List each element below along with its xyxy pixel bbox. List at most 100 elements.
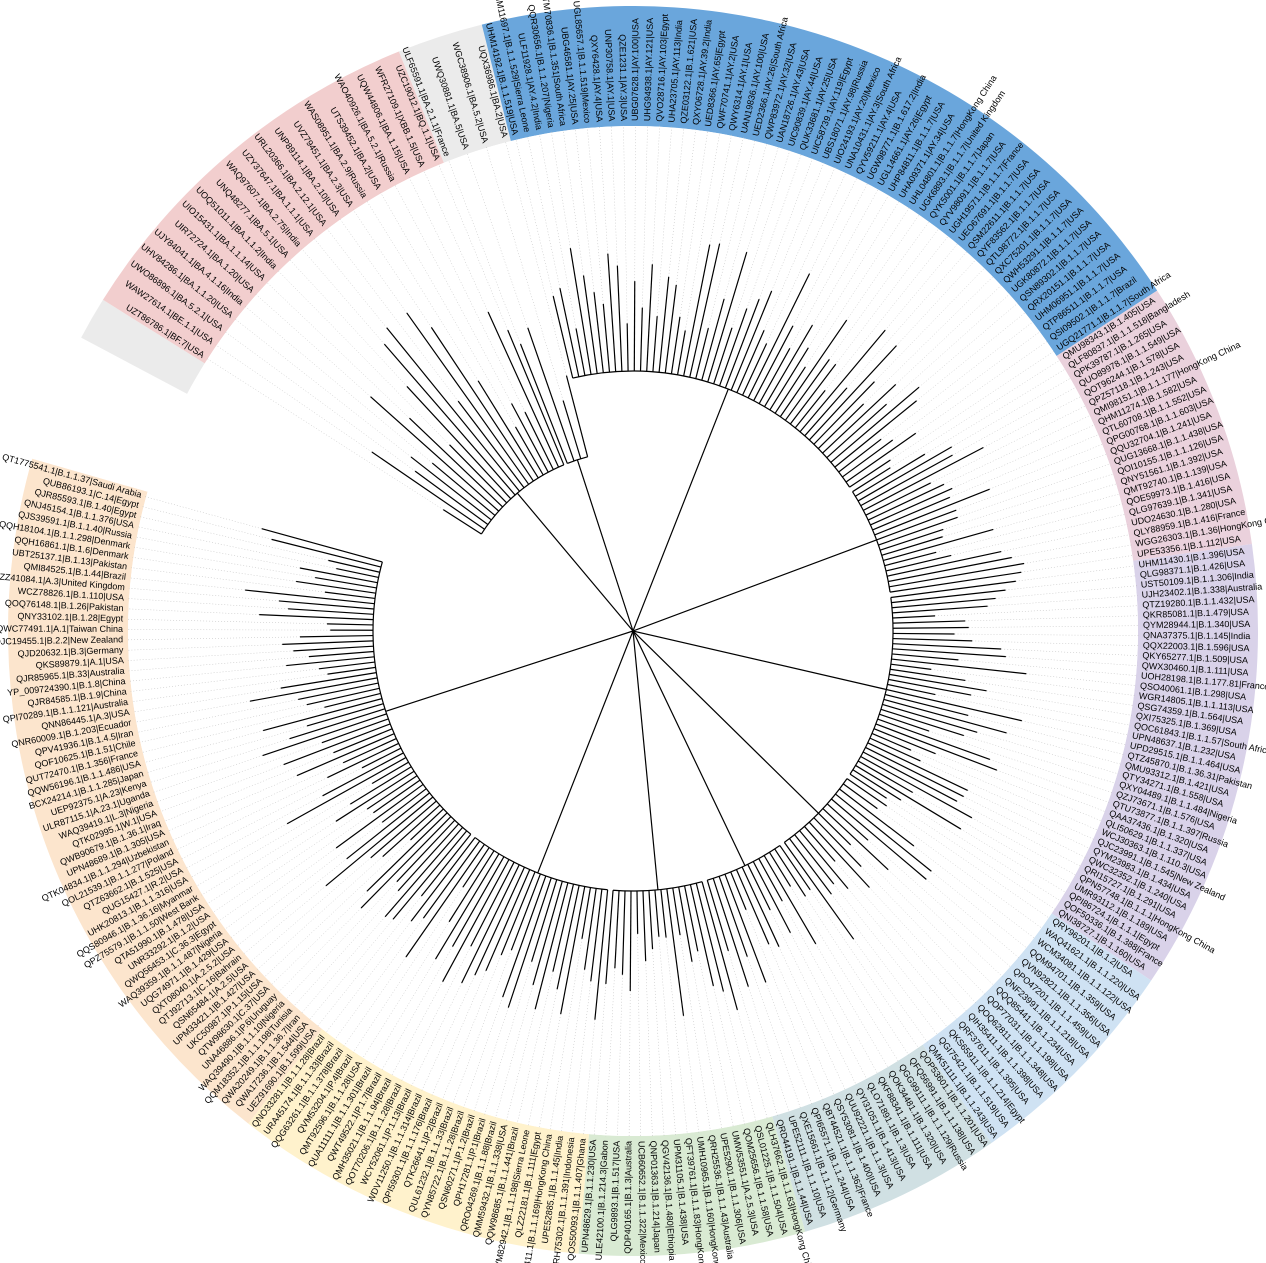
tip-branch bbox=[507, 329, 565, 466]
tip-branch bbox=[342, 738, 397, 764]
tip-branch bbox=[890, 580, 1016, 599]
leaf-guide-line bbox=[352, 887, 464, 1053]
tip-branch bbox=[794, 834, 835, 885]
tip-branch bbox=[371, 451, 485, 530]
tip-branch bbox=[883, 698, 1007, 734]
leaf-guide-line bbox=[968, 625, 1139, 628]
leaf-label: QDP40165.1|B.1.3|Australia bbox=[623, 1141, 634, 1254]
tip-branch bbox=[839, 788, 915, 847]
leaf-guide-line bbox=[466, 152, 529, 328]
tip-branch bbox=[664, 284, 677, 374]
tip-branch bbox=[842, 439, 894, 478]
tip-branch bbox=[753, 325, 794, 401]
tip-branch bbox=[713, 327, 733, 385]
tip-branch bbox=[386, 327, 520, 492]
tip-branch bbox=[789, 838, 832, 895]
leaf-guide-line bbox=[746, 146, 779, 253]
leaf-guide-line bbox=[745, 909, 824, 1100]
leaf-guide-line bbox=[127, 644, 283, 651]
leaf-guide-line bbox=[301, 248, 385, 345]
tip-branch bbox=[860, 755, 973, 819]
tip-branch bbox=[891, 658, 1027, 675]
clade-stem-pink bbox=[516, 492, 634, 632]
leaf-guide-line bbox=[768, 944, 835, 1096]
leaf-guide-line bbox=[758, 157, 814, 300]
tip-branch bbox=[648, 890, 654, 950]
tip-branch bbox=[605, 890, 614, 984]
tip-branch bbox=[888, 556, 1012, 583]
tip-branch bbox=[742, 343, 768, 396]
leaf-guide-line bbox=[127, 650, 294, 661]
tip-branch bbox=[262, 698, 383, 732]
leaf-guide-line bbox=[935, 605, 1139, 617]
tip-branch bbox=[830, 386, 920, 463]
leaf-guide-line bbox=[1001, 524, 1128, 552]
leaf-guide-line bbox=[271, 891, 368, 986]
tip-branch bbox=[784, 359, 830, 421]
tip-branch bbox=[370, 396, 500, 512]
leaf-guide-line bbox=[737, 1009, 768, 1119]
tip-branch bbox=[890, 663, 932, 670]
leaf-guide-line bbox=[1026, 673, 1137, 686]
leaf-guide-line bbox=[987, 595, 1138, 607]
tip-branch bbox=[813, 817, 862, 867]
tip-branch bbox=[670, 316, 681, 374]
tip-branch bbox=[629, 890, 632, 992]
leaf-guide-line bbox=[685, 132, 720, 331]
leaf-guide-line bbox=[668, 127, 685, 277]
tip-branch bbox=[852, 769, 902, 801]
leaf-guide-line bbox=[996, 769, 1106, 813]
leaf-guide-line bbox=[127, 618, 328, 625]
leaf-guide-line bbox=[495, 984, 534, 1119]
leaf-label: QWC77491.1|A.1|Taiwan China bbox=[0, 624, 123, 634]
clade-color-ring bbox=[7, 6, 1258, 1256]
leaf-guide-line bbox=[128, 587, 279, 602]
tip-branch bbox=[392, 830, 468, 920]
leaf-guide-line bbox=[993, 493, 1121, 530]
leaf-guide-line bbox=[250, 857, 371, 963]
tip-branch bbox=[278, 600, 374, 610]
leaf-guide-line bbox=[746, 153, 802, 309]
tip-branch bbox=[327, 742, 399, 779]
leaf-guide-line bbox=[954, 633, 1139, 636]
leaf-guide-line bbox=[147, 725, 308, 773]
leaf-guide-line bbox=[748, 986, 790, 1113]
leaf-guide-line bbox=[824, 235, 949, 391]
tip-branch bbox=[646, 264, 653, 372]
leaf-guide-line bbox=[539, 133, 577, 329]
tip-branch bbox=[299, 634, 374, 638]
tip-branch bbox=[736, 330, 765, 393]
tip-branch bbox=[321, 718, 389, 744]
leaf-guide-line bbox=[325, 920, 412, 1034]
leaf-label: QJD20632.1|B.3|Germany bbox=[17, 645, 124, 659]
leaf-label: QNP01363.1|B.1.214|Japan bbox=[648, 1140, 662, 1253]
leaf-guide-line bbox=[605, 968, 616, 1137]
tip-branch bbox=[370, 800, 437, 859]
tip-branch bbox=[892, 615, 936, 619]
tip-branch bbox=[449, 444, 508, 504]
tip-branch bbox=[666, 888, 685, 1016]
leaf-guide-line bbox=[538, 1014, 561, 1129]
tip-branch bbox=[887, 683, 936, 696]
tip-branch bbox=[707, 251, 748, 383]
tip-branch bbox=[676, 330, 686, 375]
leaf-guide-line bbox=[224, 331, 416, 472]
leaf-guide-line bbox=[916, 311, 1026, 401]
tip-branch bbox=[396, 819, 456, 883]
leaf-guide-line bbox=[366, 200, 479, 381]
tree-branches bbox=[245, 243, 1027, 1020]
tip-branch bbox=[822, 384, 897, 454]
tip-branch bbox=[724, 298, 760, 389]
leaf-guide-line bbox=[963, 735, 1116, 784]
leaf-guide-line bbox=[181, 767, 363, 860]
tip-branch bbox=[410, 456, 492, 521]
tip-branch bbox=[891, 597, 996, 609]
tip-branch bbox=[461, 864, 520, 984]
leaf-label: QJC19455.1|B.2.2|New Zealand bbox=[0, 634, 123, 646]
tip-branch bbox=[410, 837, 476, 922]
clade-sector-yellow bbox=[248, 1028, 589, 1254]
leaf-guide-line bbox=[885, 243, 959, 331]
leaf-guide-line bbox=[127, 636, 300, 641]
clade-stem-lightblue bbox=[632, 630, 819, 814]
tip-branch bbox=[818, 812, 852, 846]
